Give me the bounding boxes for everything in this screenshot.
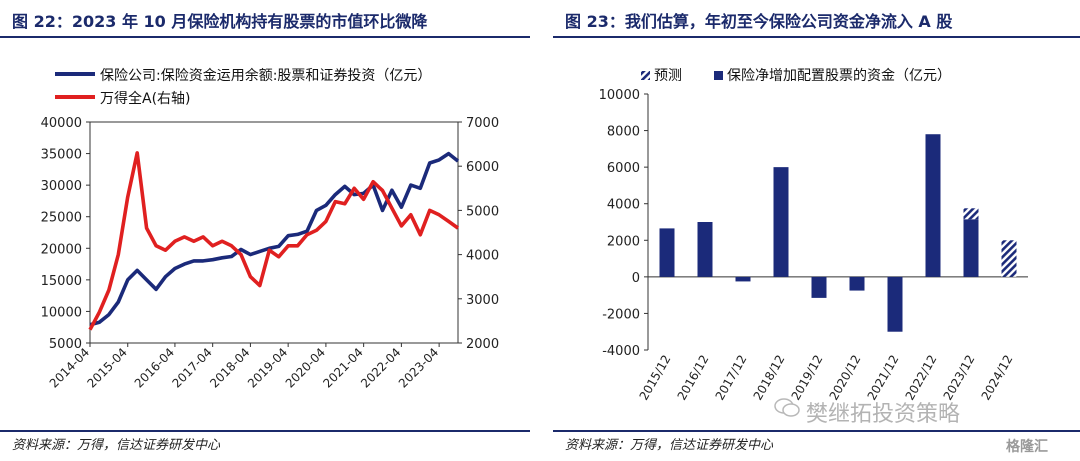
x-tick-label: 2017-04 [169, 345, 214, 390]
left-chart-title: 图 22：2023 年 10 月保险机构持有股票的市值环比微降 [12, 12, 428, 31]
y-tick-label: 8000 [607, 125, 640, 140]
x-tick-label: 2023-04 [396, 345, 441, 390]
series-line-insurance-equity [89, 151, 460, 327]
right-title-divider [553, 36, 1080, 38]
legend-label: 保险公司:保险资金运用余额:股票和证券投资（亿元） [100, 67, 431, 84]
y-tick-label: 10000 [599, 88, 640, 103]
x-tick-label: 2015/12 [637, 353, 674, 403]
y-tick-label: 6000 [607, 161, 640, 176]
legend-label-forecast: 预测 [654, 68, 682, 84]
y-left-tick-label: 30000 [41, 179, 82, 194]
bar-actual [735, 276, 751, 282]
left-source-divider [0, 430, 530, 432]
x-tick-label: 2017/12 [713, 353, 750, 403]
bar-actual [773, 167, 789, 277]
x-tick-label: 2016-04 [132, 345, 177, 390]
x-tick-label: 2024/12 [979, 353, 1016, 403]
y-right-tick-label: 7000 [466, 116, 499, 131]
bar-actual [811, 276, 827, 298]
bar-actual [887, 276, 903, 332]
x-tick-label: 2022-04 [358, 345, 403, 390]
y-left-tick-label: 35000 [41, 148, 82, 163]
y-left-tick-label: 15000 [41, 274, 82, 289]
left-line-chart: 40000 35000 30000 25000 20000 15000 10000 5000 7… [41, 67, 499, 391]
legend-label-actual: 保险净增加配置股票的资金（亿元） [727, 68, 951, 84]
bar-actual [925, 134, 941, 277]
right-chart-title: 图 23：我们估算，年初至今保险公司资金净流入 A 股 [565, 12, 953, 31]
y-tick-label: 4000 [607, 198, 640, 213]
y-right-tick-label: 6000 [466, 160, 499, 175]
y-right-tick-label: 5000 [466, 204, 499, 219]
brand-watermark: 格隆汇 [1006, 439, 1048, 455]
wechat-icon [774, 398, 800, 417]
y-left-tick-label: 40000 [41, 116, 82, 131]
y-tick-label: -2000 [602, 307, 640, 322]
x-tick-label: 2019-04 [245, 345, 290, 390]
x-tick-label: 2018-04 [207, 345, 252, 390]
y-right-tick-label: 3000 [466, 293, 499, 308]
plot-frame [89, 121, 459, 344]
x-tick-label: 2020-04 [283, 345, 328, 390]
x-tick-label: 2021-04 [320, 345, 365, 390]
y-left-tick-label: 10000 [41, 305, 82, 320]
y-right-tick-label: 2000 [466, 337, 499, 352]
legend-label: 万得全A(右轴) [100, 90, 191, 107]
bar-forecast [963, 208, 979, 220]
x-tick-label: 2015-04 [85, 345, 130, 390]
legend-swatch-actual [714, 71, 723, 80]
bar-forecast [1001, 240, 1017, 277]
watermark-text: 樊继拓投资策略 [806, 402, 961, 427]
bar-actual [849, 276, 865, 291]
series-line-wind-a-index [88, 151, 460, 331]
right-source-note: 资料来源：万得，信达证券研发中心 [565, 438, 774, 453]
x-tick-label: 2016/12 [675, 353, 712, 403]
left-title-divider [0, 36, 530, 38]
right-chart-panel: 图 23：我们估算，年初至今保险公司资金净流入 A 股 10000 8000 600… [553, 0, 1080, 461]
legend-swatch-forecast [641, 71, 650, 80]
y-left-tick-label: 25000 [41, 211, 82, 226]
bar-actual [697, 222, 713, 277]
y-right-tick-label: 4000 [466, 249, 499, 264]
left-chart-panel: 图 22：2023 年 10 月保险机构持有股票的市值环比微降 40000 350… [0, 0, 530, 461]
bar-actual [963, 219, 979, 277]
y-tick-label: 2000 [607, 234, 640, 249]
y-tick-label: -4000 [602, 344, 640, 359]
y-left-tick-label: 20000 [41, 242, 82, 257]
left-source-note: 资料来源：万得，信达证券研发中心 [12, 438, 221, 453]
bar-actual [659, 228, 675, 277]
x-tick-label: 2014-04 [47, 345, 92, 390]
y-left-tick-label: 5000 [49, 337, 82, 352]
y-tick-label: 0 [632, 271, 640, 286]
x-tick-label: 2018/12 [751, 353, 788, 403]
right-source-divider [553, 430, 1080, 432]
